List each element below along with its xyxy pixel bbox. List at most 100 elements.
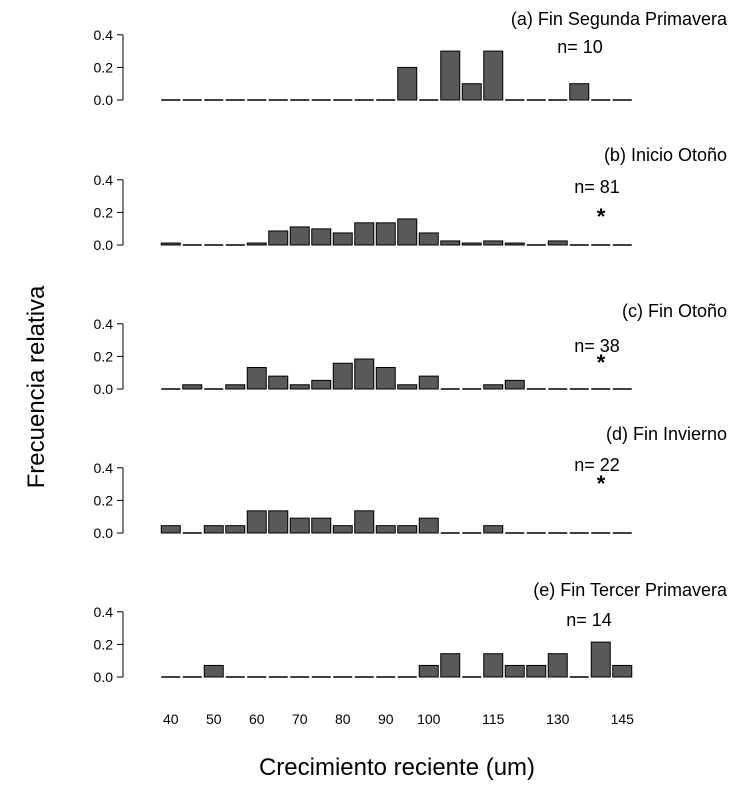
- panel-title: (e) Fin Tercer Primavera: [533, 580, 728, 600]
- y-tick-label: 0.2: [94, 492, 114, 508]
- bar: [311, 228, 332, 246]
- bar: [268, 510, 289, 534]
- bar: [612, 664, 633, 678]
- y-tick-label: 0.4: [94, 27, 114, 43]
- bar: [354, 222, 375, 246]
- bar: [461, 242, 482, 246]
- bar: [483, 653, 504, 678]
- x-tick-label: 145: [611, 711, 635, 727]
- y-tick-label: 0.0: [94, 669, 114, 685]
- bar: [354, 510, 375, 534]
- bar: [504, 664, 525, 678]
- bar: [418, 375, 439, 390]
- panel-title: (d) Fin Invierno: [606, 424, 727, 444]
- bar: [461, 83, 482, 101]
- x-axis: 40 50 60 70 80 90 100 115 130 145: [163, 711, 634, 727]
- y-tick-label: 0.2: [94, 348, 114, 364]
- bar: [418, 232, 439, 246]
- bar: [418, 664, 439, 678]
- panel-title: (a) Fin Segunda Primavera: [511, 9, 728, 29]
- panel-e: 0.0 0.2 0.4 (e) Fin Tercer Primavera n= 14: [94, 580, 728, 685]
- n-label: n= 81: [574, 177, 620, 197]
- bar: [203, 525, 224, 534]
- bar: [289, 226, 310, 246]
- significance-star: *: [597, 350, 606, 375]
- bar: [203, 664, 224, 678]
- bar: [483, 384, 504, 390]
- bar: [268, 375, 289, 390]
- x-axis-label: Crecimiento reciente (um): [259, 754, 535, 781]
- bar: [483, 525, 504, 534]
- bar: [547, 653, 568, 678]
- y-tick-label: 0.4: [94, 316, 114, 332]
- bar: [182, 384, 203, 390]
- bar: [332, 232, 353, 246]
- bar: [397, 525, 418, 534]
- bar: [418, 517, 439, 534]
- significance-star: *: [597, 204, 606, 229]
- y-tick-label: 0.4: [94, 460, 114, 476]
- x-tick-label: 60: [249, 711, 265, 727]
- x-tick-label: 115: [482, 711, 505, 727]
- y-tick-label: 0.2: [94, 204, 114, 220]
- panel-a: 0.0 0.2 0.4 (a) Fin Segunda Primavera n= 10: [94, 9, 728, 108]
- y-tick-label: 0.2: [94, 59, 114, 75]
- panel-b: 0.0 0.2 0.4 (b) Inicio Otoño n= 81 *: [94, 145, 727, 253]
- bar: [160, 242, 181, 246]
- n-label: n= 22: [574, 455, 620, 475]
- bar: [483, 50, 504, 101]
- bar: [375, 366, 396, 390]
- x-tick-label: 70: [292, 711, 308, 727]
- bar: [440, 653, 461, 678]
- panel-title: (c) Fin Otoño: [622, 301, 727, 321]
- bar: [397, 384, 418, 390]
- panel-title: (b) Inicio Otoño: [604, 145, 727, 165]
- bar: [504, 242, 525, 246]
- y-axis-label: Frecuencia relativa: [23, 285, 50, 488]
- bar: [246, 366, 267, 390]
- bar: [246, 242, 267, 246]
- bar: [311, 379, 332, 390]
- bar: [590, 641, 611, 678]
- bar: [440, 240, 461, 246]
- bar: [225, 525, 246, 534]
- bar: [375, 222, 396, 246]
- n-label: n= 38: [574, 336, 620, 356]
- bar: [268, 230, 289, 246]
- bar: [547, 240, 568, 246]
- bar: [569, 83, 590, 101]
- bar: [483, 240, 504, 246]
- x-tick-label: 100: [417, 711, 441, 727]
- bar: [246, 510, 267, 534]
- y-tick-label: 0.4: [94, 604, 114, 620]
- bar: [526, 664, 547, 678]
- n-label: n= 10: [557, 37, 603, 57]
- x-tick-label: 50: [206, 711, 222, 727]
- bar: [332, 362, 353, 390]
- bar: [397, 66, 418, 101]
- y-tick-label: 0.0: [94, 92, 114, 108]
- x-tick-label: 80: [335, 711, 351, 727]
- x-tick-label: 40: [163, 711, 179, 727]
- x-tick-label: 90: [378, 711, 394, 727]
- y-tick-label: 0.0: [94, 381, 114, 397]
- bar: [440, 50, 461, 101]
- bar: [289, 384, 310, 390]
- bar: [375, 525, 396, 534]
- bar: [311, 517, 332, 534]
- bar: [160, 525, 181, 534]
- bar: [225, 384, 246, 390]
- significance-star: *: [597, 471, 606, 496]
- bar: [397, 218, 418, 246]
- y-tick-label: 0.0: [94, 237, 114, 253]
- panel-d: 0.0 0.2 0.4 (d) Fin Invierno n= 22*: [94, 424, 727, 541]
- bar: [504, 379, 525, 390]
- y-tick-label: 0.4: [94, 172, 114, 188]
- bar: [354, 358, 375, 390]
- n-label: n= 14: [566, 610, 612, 630]
- bar: [289, 517, 310, 534]
- bar: [332, 525, 353, 534]
- x-tick-label: 130: [546, 711, 570, 727]
